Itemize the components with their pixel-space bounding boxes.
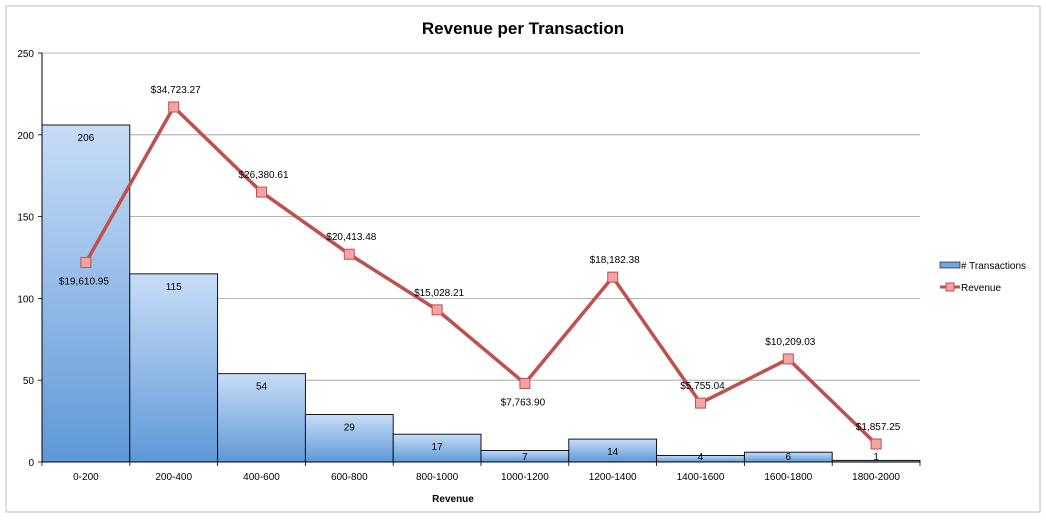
revenue-marker-1400-1600 (695, 397, 706, 409)
bar-label-800-1000: 17 (432, 442, 444, 453)
x-tick-label-800-1000: 800-1000 (416, 472, 459, 483)
revenue-label-0-200: $19,610.95 (59, 276, 109, 287)
revenue-marker-800-1000 (431, 304, 443, 316)
revenue-marker-0-200 (80, 256, 92, 268)
x-tick-label-200-400: 200-400 (155, 472, 192, 483)
revenue-marker-1200-1400 (607, 271, 619, 283)
x-tick-label-1400-1600: 1400-1600 (677, 472, 725, 483)
revenue-label-1000-1200: $7,763.90 (501, 397, 546, 408)
y-tick-label-200: 200 (17, 131, 34, 142)
bar-label-0-200: 206 (78, 133, 95, 144)
x-tick-label-1200-1400: 1200-1400 (589, 472, 637, 483)
y-tick-label-150: 150 (17, 213, 34, 224)
revenue-label-1800-2000: $1,857.25 (856, 422, 901, 433)
revenue-label-1200-1400: $18,182.38 (590, 255, 640, 266)
x-tick-label-1000-1200: 1000-1200 (501, 472, 549, 483)
bar-label-1800-2000: 1 (873, 452, 879, 463)
revenue-label-800-1000: $15,028.21 (414, 288, 464, 299)
legend: # Transactions Revenue (939, 261, 1026, 294)
revenue-line (84, 105, 878, 446)
bar-label-600-800: 29 (344, 423, 356, 434)
axes: 0 50 100 150 200 250 0-200 200-400 400-600 600-80… (17, 49, 921, 483)
revenue-marker-200-400 (168, 101, 180, 113)
bar-label-1600-1800: 6 (786, 452, 792, 463)
revenue-marker-600-800 (343, 248, 355, 260)
legend-swatch-transactions (939, 261, 961, 269)
x-tick-label-1800-2000: 1800-2000 (852, 472, 900, 483)
revenue-marker-1000-1200 (519, 377, 531, 389)
bar-label-200-400: 115 (166, 282, 182, 293)
legend-marker-revenue (945, 282, 955, 292)
revenue-marker-1800-2000 (870, 438, 882, 450)
x-tick-label-400-600: 400-600 (243, 472, 280, 483)
x-tick-label-600-800: 600-800 (331, 472, 368, 483)
bar-label-1000-1200: 7 (522, 452, 528, 463)
revenue-label-600-800: $20,413.48 (326, 232, 376, 243)
revenue-marker-400-600 (256, 186, 267, 198)
line-series (80, 101, 882, 450)
chart-title: Revenue per Transaction (422, 19, 624, 38)
bar-200-400 (129, 273, 219, 463)
revenue-label-200-400: $34,723.27 (151, 85, 201, 96)
bar-400-600 (217, 373, 306, 463)
y-tick-label-100: 100 (17, 294, 34, 305)
legend-label-revenue: Revenue (961, 283, 1001, 294)
bar-0-200 (41, 124, 131, 463)
revenue-label-1600-1800: $10,209.03 (765, 337, 815, 348)
revenue-label-400-600: $26,380.61 (238, 170, 288, 181)
y-tick-label-0: 0 (28, 458, 34, 469)
bar-600-800 (304, 414, 394, 463)
x-tick-label-0-200: 0-200 (73, 472, 99, 483)
data-labels: 206 115 54 29 17 7 14 4 6 1 $19,610.95 $34,723.27 $2… (59, 85, 901, 463)
bar-label-1400-1600: 4 (698, 452, 704, 463)
y-tick-label-250: 250 (17, 49, 34, 60)
revenue-label-1400-1600: $5,755.04 (680, 381, 725, 392)
bar-800-1000 (392, 433, 482, 463)
bar-label-400-600: 54 (256, 382, 268, 393)
x-tick-label-1600-1800: 1600-1800 (764, 472, 812, 483)
legend-label-transactions: # Transactions (961, 261, 1026, 272)
bar-label-1200-1400: 14 (607, 447, 619, 458)
y-tick-label-50: 50 (23, 376, 35, 387)
revenue-marker-1600-1800 (782, 353, 794, 365)
x-axis-label: Revenue (432, 494, 474, 505)
